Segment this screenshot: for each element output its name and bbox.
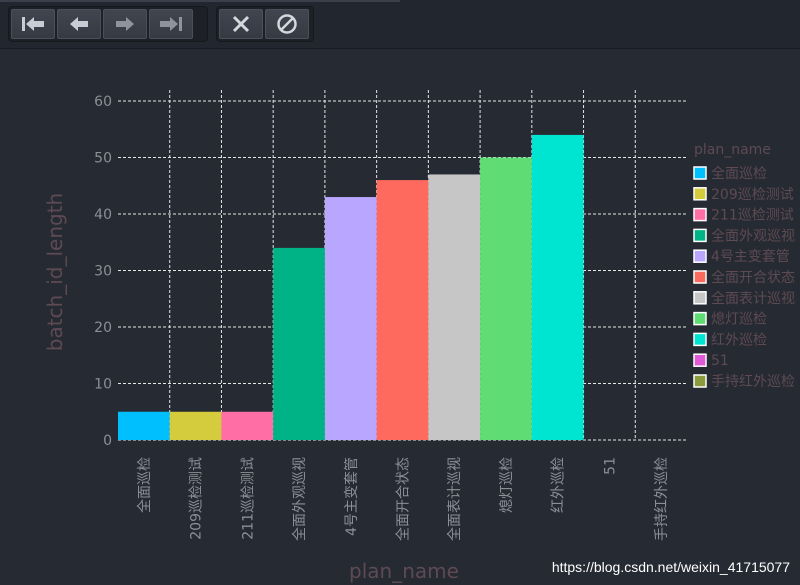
y-tick-label: 0: [103, 433, 112, 449]
arrow-right-icon: [116, 17, 134, 31]
legend-label-4: 全面外观巡视: [711, 227, 795, 244]
forward-button[interactable]: [103, 9, 147, 39]
watermark: https://blog.csdn.net/weixin_41715077: [551, 559, 790, 575]
bar-1: [118, 411, 170, 440]
legend-swatch-4: [693, 228, 707, 243]
legend-swatch-8: [693, 311, 707, 326]
legend-swatch-7: [693, 291, 707, 305]
y-tick-label: 10: [94, 377, 112, 393]
last-page-button[interactable]: [149, 9, 193, 39]
bar-2: [169, 411, 222, 440]
arrow-left-icon: [70, 17, 88, 31]
legend-swatch-3: [693, 207, 707, 222]
first-page-icon: [22, 17, 44, 31]
y-axis-label: batch_id_length: [43, 193, 67, 351]
legend-swatch-1: [693, 166, 707, 180]
x-tick-label: 4号主变套管: [344, 457, 360, 536]
bar-3: [221, 411, 274, 440]
last-page-icon: [160, 17, 182, 31]
legend-label-3: 211巡检测试: [711, 208, 794, 224]
x-tick-label: 熄灯巡检: [498, 457, 515, 513]
x-tick-label: 全面巡检: [136, 457, 153, 513]
bar-7: [428, 174, 481, 440]
cancel-icon: [277, 14, 297, 34]
legend-swatch-11: [693, 374, 707, 388]
bar-8: [480, 157, 532, 440]
bar-6: [376, 180, 429, 440]
y-tick-label: 30: [94, 264, 112, 280]
x-tick-label: 全面表计巡视: [446, 457, 463, 541]
legend-label-9: 红外巡检: [711, 332, 767, 348]
y-tick-label: 50: [94, 151, 112, 167]
legend-swatch-6: [693, 270, 707, 284]
cancel-button[interactable]: [265, 9, 309, 39]
x-tick-label: 209巡检测试: [189, 457, 205, 540]
bar-9: [531, 134, 584, 440]
x-tick-label: 51: [602, 457, 618, 475]
legend-title: plan_name: [694, 142, 771, 158]
y-tick-label: 60: [94, 94, 112, 110]
plot-area: 0 10 20 30 40 50 60 全面巡检 209巡检测试 211巡检测试 全面外观巡视 4号主…: [4, 50, 800, 585]
legend-label-8: 熄灯巡检: [711, 311, 767, 328]
toolbar-divider: [0, 0, 400, 2]
y-tick-label: 20: [94, 320, 112, 336]
legend-swatch-10: [693, 353, 707, 367]
legend-swatch-2: [693, 187, 707, 201]
x-tick-label: 手持红外巡检: [654, 457, 670, 541]
close-button[interactable]: [219, 9, 263, 39]
close-icon: [232, 15, 250, 33]
toolbar: [0, 0, 800, 49]
action-button-group: [216, 6, 314, 42]
x-tick-label: 全面外观巡视: [291, 457, 308, 541]
y-tick-label: 40: [94, 207, 112, 223]
bar-5: [324, 197, 377, 440]
legend-label-7: 全面表计巡视: [711, 290, 795, 307]
x-tick-label: 211巡检测试: [240, 457, 256, 540]
back-button[interactable]: [57, 9, 101, 39]
legend-swatch-9: [693, 332, 707, 347]
legend-label-11: 手持红外巡检: [711, 374, 795, 390]
legend-swatch-5: [693, 249, 707, 263]
first-page-button[interactable]: [11, 9, 55, 39]
x-axis-label: plan_name: [349, 559, 459, 583]
legend-label-1: 全面巡检: [711, 165, 767, 182]
x-tick-label: 全面开合状态: [395, 457, 412, 541]
bar-4: [273, 247, 325, 440]
legend-label-6: 全面开合状态: [711, 269, 795, 286]
legend-label-2: 209巡检测试: [711, 187, 794, 203]
navigation-button-group: [8, 6, 208, 42]
legend-label-10: 51: [711, 353, 729, 369]
legend-label-5: 4号主变套管: [711, 249, 790, 265]
x-tick-label: 红外巡检: [551, 457, 567, 513]
